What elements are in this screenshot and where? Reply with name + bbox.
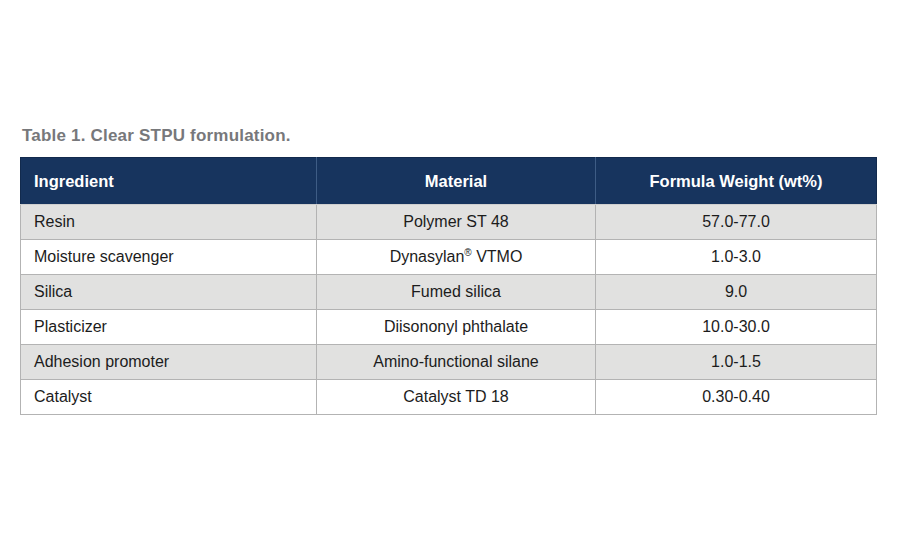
cell-material: Polymer ST 48 xyxy=(317,205,596,240)
table-caption: Table 1. Clear STPU formulation. xyxy=(22,126,291,146)
table-row: Moisture scavengerDynasylan® VTMO1.0-3.0 xyxy=(21,240,877,275)
formulation-table: Ingredient Material Formula Weight (wt%)… xyxy=(20,157,877,415)
cell-ingredient: Catalyst xyxy=(21,380,317,415)
cell-ingredient: Adhesion promoter xyxy=(21,345,317,380)
table-row: CatalystCatalyst TD 180.30-0.40 xyxy=(21,380,877,415)
table-row: SilicaFumed silica9.0 xyxy=(21,275,877,310)
table-row: Adhesion promoterAmino-functional silane… xyxy=(21,345,877,380)
header-cell-material: Material xyxy=(317,158,596,205)
header-cell-ingredient: Ingredient xyxy=(21,158,317,205)
cell-ingredient: Plasticizer xyxy=(21,310,317,345)
cell-material: Dynasylan® VTMO xyxy=(317,240,596,275)
cell-weight: 0.30-0.40 xyxy=(596,380,877,415)
header-row: Ingredient Material Formula Weight (wt%) xyxy=(21,158,877,205)
cell-ingredient: Resin xyxy=(21,205,317,240)
table-row: ResinPolymer ST 4857.0-77.0 xyxy=(21,205,877,240)
cell-material: Amino-functional silane xyxy=(317,345,596,380)
cell-weight: 10.0-30.0 xyxy=(596,310,877,345)
cell-weight: 1.0-1.5 xyxy=(596,345,877,380)
header-cell-formula-weight: Formula Weight (wt%) xyxy=(596,158,877,205)
cell-material: Catalyst TD 18 xyxy=(317,380,596,415)
cell-weight: 1.0-3.0 xyxy=(596,240,877,275)
cell-ingredient: Moisture scavenger xyxy=(21,240,317,275)
cell-weight: 57.0-77.0 xyxy=(596,205,877,240)
page: Table 1. Clear STPU formulation. Ingredi… xyxy=(0,0,900,550)
table-header: Ingredient Material Formula Weight (wt%) xyxy=(21,158,877,205)
table-body: ResinPolymer ST 4857.0-77.0Moisture scav… xyxy=(21,205,877,415)
cell-weight: 9.0 xyxy=(596,275,877,310)
cell-material: Fumed silica xyxy=(317,275,596,310)
table-row: PlasticizerDiisononyl phthalate10.0-30.0 xyxy=(21,310,877,345)
cell-material: Diisononyl phthalate xyxy=(317,310,596,345)
cell-ingredient: Silica xyxy=(21,275,317,310)
